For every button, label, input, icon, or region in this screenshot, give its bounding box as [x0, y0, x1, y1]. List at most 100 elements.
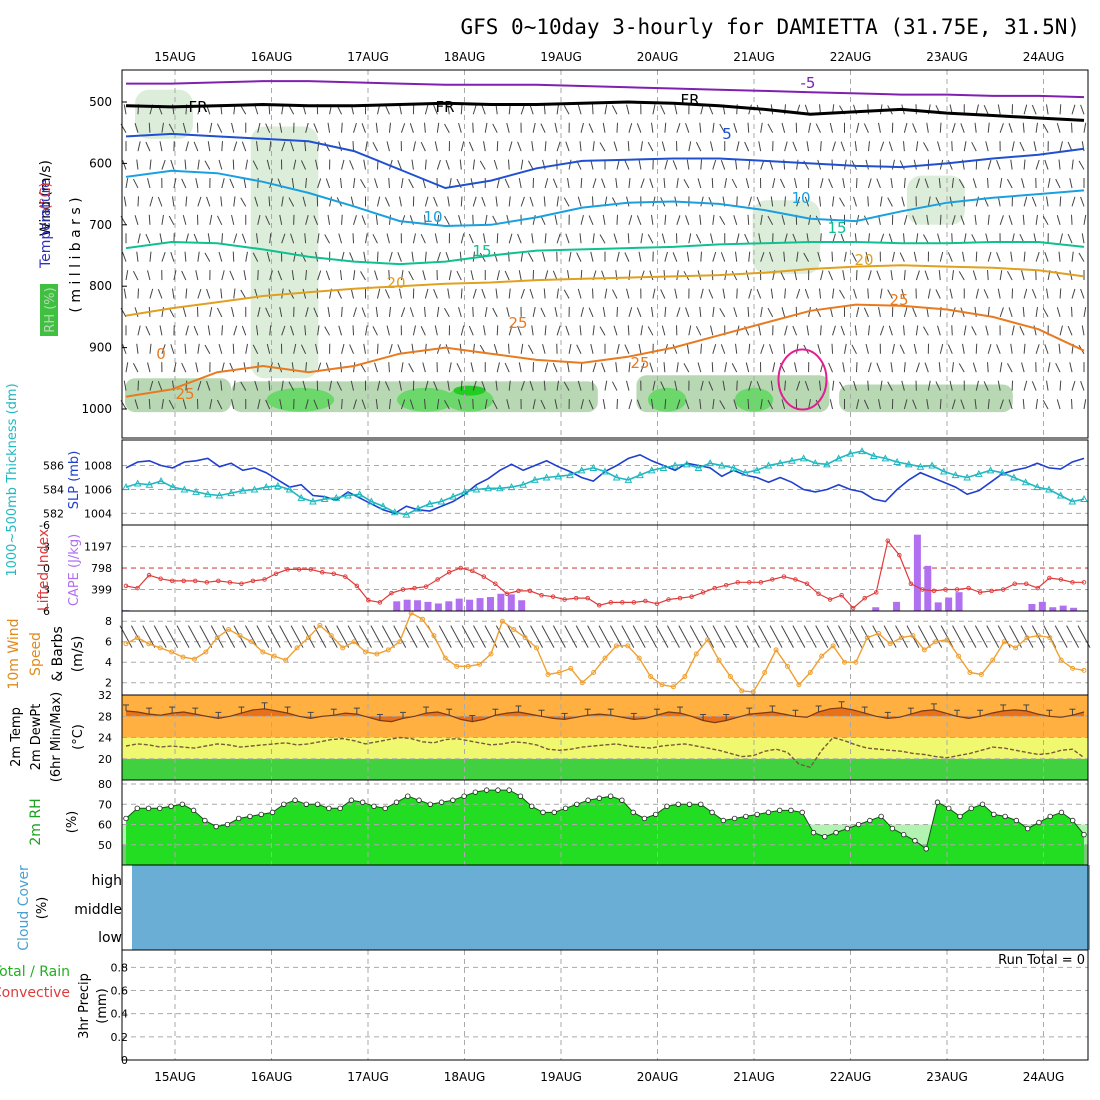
li-marker [573, 595, 579, 601]
wind-barb [899, 160, 905, 170]
thickness-marker [122, 483, 130, 491]
wind-barb [958, 179, 965, 189]
wind-barb [148, 398, 151, 410]
wind-barb [616, 122, 618, 133]
surface-wind-barbs [119, 625, 1091, 648]
wind-barb [496, 233, 499, 244]
rh-marker [438, 799, 445, 805]
wind-barb [315, 343, 319, 354]
wind-barb [445, 344, 450, 354]
rh-tick-label: 70 [98, 798, 112, 811]
thickness-marker [811, 459, 820, 467]
wind-barb [388, 122, 391, 133]
wind-barb [304, 233, 307, 244]
surface-wind-barb [222, 625, 236, 648]
wind-barb [134, 215, 139, 225]
wind-barb [963, 141, 967, 152]
wind-barb [483, 141, 486, 152]
wind-barb [912, 123, 917, 133]
wind-barb [611, 105, 618, 115]
rh-core-patch [266, 387, 335, 412]
wind-barb [1021, 362, 1025, 373]
wind-barb [493, 159, 498, 170]
wind-barb [579, 325, 582, 336]
li-marker [620, 600, 625, 605]
wind-barb [1011, 325, 1015, 336]
wind-barb [341, 159, 345, 170]
surface-wind-barb [872, 625, 886, 648]
wind-barb [1078, 160, 1085, 170]
wind-speed-marker [887, 641, 893, 647]
rh-marker [810, 829, 817, 836]
wind-barb [252, 344, 259, 354]
thickness-marker [133, 479, 142, 487]
wind-barb [409, 399, 414, 410]
li-marker [296, 567, 302, 572]
wind-barb [983, 289, 989, 299]
wind-barb [628, 362, 631, 373]
wind-barb [720, 252, 726, 262]
wind-speed-marker [1047, 635, 1053, 641]
wind-speed-marker [1035, 633, 1041, 639]
wind-barb [361, 307, 366, 318]
wind-barb [819, 380, 822, 391]
thickness-marker [729, 463, 738, 471]
wind-barb [731, 270, 738, 281]
wind-barb [472, 159, 475, 170]
wind-barb [384, 289, 390, 299]
wind-barb [459, 159, 462, 170]
wind-barb [161, 122, 164, 133]
wind-barb [360, 179, 366, 189]
wind-barb [699, 122, 702, 133]
wind-barb [580, 122, 584, 133]
wind-barb [1071, 214, 1073, 225]
wind-barb [324, 234, 331, 244]
wind-barb [616, 251, 620, 262]
chart-title: GFS 0~10day 3-hourly for DAMIETTA (31.75… [460, 15, 1080, 39]
wind-barb [231, 214, 235, 225]
wind-barb [518, 362, 522, 373]
wind-barb [470, 362, 474, 373]
wind-barb [221, 178, 225, 189]
wind-barb [820, 270, 824, 281]
li-marker [516, 588, 521, 594]
wind-barb [433, 381, 438, 391]
thickness-marker [846, 449, 855, 457]
wind-barb [1044, 252, 1049, 262]
surface-wind-barb [792, 625, 806, 648]
wind-barb [149, 159, 152, 170]
wind-barb [579, 141, 582, 152]
thickness-marker [799, 454, 808, 462]
wind-speed-marker [522, 635, 528, 641]
surface-wind-barb [689, 625, 703, 648]
wind-barb [204, 160, 211, 170]
wind-barb [444, 123, 450, 133]
wind-barb [161, 159, 166, 170]
wind-barb [412, 233, 416, 244]
wind-barb [481, 381, 486, 391]
wind-barb [710, 141, 714, 152]
wind-barb [628, 122, 633, 133]
wind-barb [867, 196, 869, 207]
wind-barb [529, 380, 534, 391]
surface-wind-barb [655, 625, 669, 648]
wind-barb [935, 381, 941, 391]
li-marker [596, 603, 602, 608]
wind-barb [1071, 104, 1076, 115]
wind-barb [779, 270, 786, 281]
wind-barb [532, 214, 536, 225]
wind-barb [341, 398, 343, 410]
wind-barb [997, 380, 1001, 391]
wind-barb [386, 325, 390, 336]
wind-barb [1035, 306, 1038, 317]
li-marker [931, 588, 937, 594]
wind-barb [325, 362, 331, 373]
wind-barb [159, 325, 163, 336]
thickness-marker [928, 461, 936, 469]
series-thickness [125, 450, 1085, 516]
wind-barb [996, 160, 1001, 170]
wind-barb [147, 362, 151, 373]
wind-barb [1046, 104, 1049, 115]
wind-barb [554, 399, 558, 410]
wind-barb [938, 270, 941, 281]
